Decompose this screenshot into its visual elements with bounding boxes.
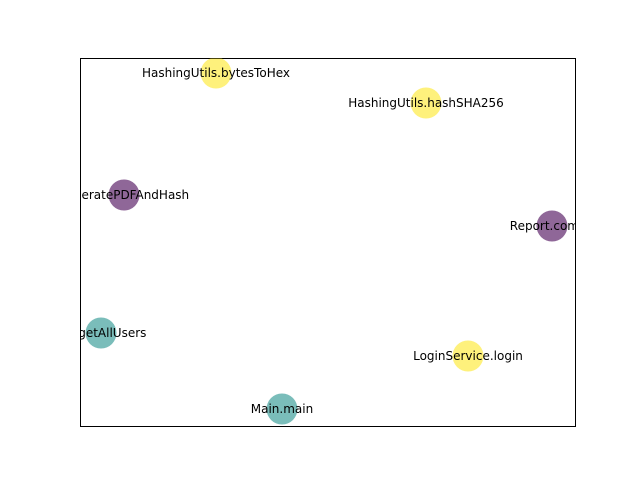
node-label-bytesToHex: HashingUtils.bytesToHex xyxy=(142,66,290,80)
graph-nodes: HashingUtils.bytesToHex HashingUtils.hash… xyxy=(56,58,594,425)
node-label-hashSHA256: HashingUtils.hashSHA256 xyxy=(348,96,504,110)
node-getAllUsers xyxy=(85,317,117,349)
node-bytesToHex xyxy=(200,58,232,89)
node-label-main: Main.main xyxy=(251,402,313,416)
node-label-generatePDF: generatePDFAndHash xyxy=(59,188,189,202)
graph-frame xyxy=(80,58,576,427)
node-label-login: LoginService.login xyxy=(413,349,523,363)
node-login xyxy=(452,340,484,372)
node-reportCompute xyxy=(536,210,568,242)
node-label-reportCompute: Report.compu xyxy=(510,219,594,233)
node-hashSHA256 xyxy=(410,87,442,119)
node-label-getAllUsers: ger.getAllUsers xyxy=(56,326,147,340)
node-generatePDF xyxy=(108,179,140,211)
node-main xyxy=(266,393,298,425)
